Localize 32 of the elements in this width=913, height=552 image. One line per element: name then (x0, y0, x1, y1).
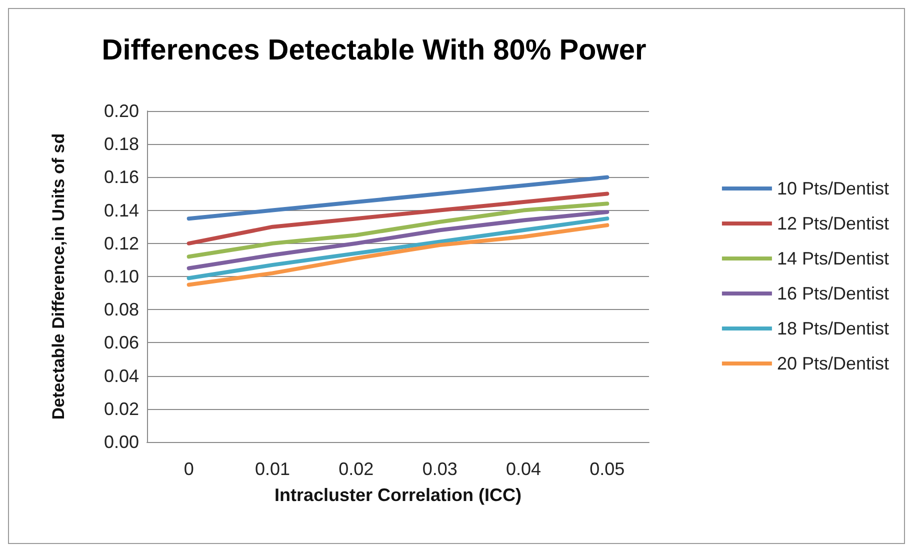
y-tick-label: 0.06 (104, 332, 139, 353)
line-series (186, 175, 610, 221)
y-tick-label: 0.12 (104, 233, 139, 254)
line-series (186, 210, 610, 270)
y-tick-label: 0.00 (104, 432, 139, 452)
line-series (186, 202, 610, 259)
line-series (186, 192, 610, 246)
y-tick-label: 0.04 (104, 366, 139, 386)
x-axis-title: Intracluster Correlation (ICC) (274, 485, 522, 505)
legend-label: 10 Pts/Dentist (776, 178, 890, 198)
line-series (186, 216, 610, 280)
line-series (186, 223, 610, 287)
y-tick-label: 0.10 (104, 266, 139, 286)
x-tick-label: 0.05 (590, 459, 625, 479)
y-tick-label: 0.02 (104, 398, 139, 419)
legend-label: 18 Pts/Dentist (776, 318, 890, 338)
legend-label: 14 Pts/Dentist (776, 248, 890, 268)
y-tick-label: 0.18 (104, 134, 139, 154)
y-axis-title: Detectable Difference,in Units of sd (49, 133, 68, 420)
x-tick-label: 0 (184, 459, 194, 479)
x-tick-label: 0.04 (506, 459, 542, 479)
y-tick-label: 0.16 (104, 167, 139, 188)
x-tick-label: 0.01 (254, 459, 290, 479)
legend-label: 20 Pts/Dentist (776, 354, 890, 374)
chart-title: Differences Detectable With 80% Power (102, 34, 646, 66)
y-tick-label: 0.20 (104, 101, 139, 121)
x-tick-label: 0.03 (422, 459, 458, 479)
x-tick-label: 0.02 (338, 459, 374, 479)
y-tick-label: 0.08 (104, 300, 139, 320)
legend-label: 12 Pts/Dentist (776, 214, 890, 234)
legend-label: 16 Pts/Dentist (776, 284, 890, 304)
y-tick-label: 0.14 (104, 200, 139, 220)
